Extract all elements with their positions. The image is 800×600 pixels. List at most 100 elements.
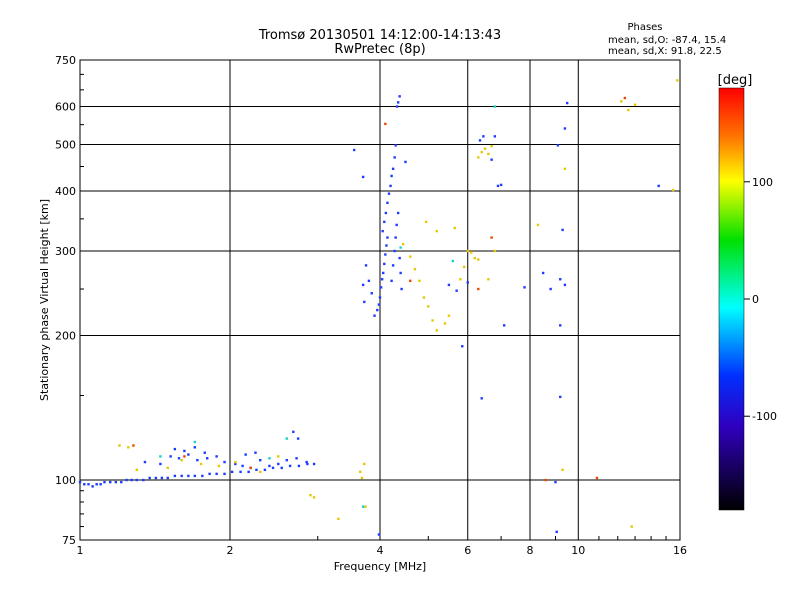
data-point — [254, 451, 257, 454]
data-point — [382, 271, 385, 275]
data-point — [215, 472, 218, 476]
data-point — [247, 470, 250, 474]
data-point — [160, 476, 164, 480]
data-point — [183, 449, 186, 453]
data-point — [561, 228, 564, 232]
data-point — [159, 462, 162, 466]
data-point — [208, 472, 211, 476]
data-point — [480, 397, 483, 400]
data-point — [549, 287, 552, 291]
data-points — [78, 79, 679, 536]
y-tick-label: 200 — [55, 330, 76, 343]
x-axis-ticks: 1 2 4 6 8 10 16 — [77, 536, 687, 557]
data-point — [305, 460, 308, 464]
data-point — [381, 229, 384, 233]
data-point — [99, 483, 102, 486]
data-point — [292, 430, 295, 434]
data-point — [296, 437, 300, 440]
data-point — [623, 96, 627, 100]
data-point — [249, 466, 252, 470]
data-point — [404, 160, 407, 164]
data-point — [364, 505, 367, 508]
data-point — [502, 324, 506, 327]
data-point — [490, 158, 493, 161]
colorbar-tick-label: 0 — [752, 293, 759, 306]
data-point — [461, 345, 464, 348]
data-point — [337, 517, 340, 521]
data-point — [496, 184, 500, 188]
data-point — [477, 156, 480, 159]
data-point — [487, 278, 490, 281]
x-tick-label: 6 — [464, 544, 471, 557]
data-point — [385, 244, 388, 247]
data-point — [166, 466, 169, 470]
data-point — [180, 458, 183, 462]
data-point — [241, 464, 244, 468]
data-point — [462, 265, 466, 269]
data-point — [435, 329, 438, 332]
data-point — [234, 462, 237, 466]
data-point — [130, 478, 133, 482]
data-point — [361, 505, 365, 508]
data-point — [244, 453, 247, 456]
data-point — [384, 122, 387, 126]
data-point — [399, 271, 402, 275]
data-point — [120, 480, 123, 484]
data-point — [559, 324, 562, 327]
y-tick-label: 100 — [55, 474, 76, 487]
data-point — [143, 460, 147, 464]
stats-x: mean, sd,X: 91.8, 22.5 — [608, 46, 722, 57]
chart-title: Tromsø 20130501 14:12:00-14:13:43 — [258, 28, 501, 43]
data-point — [633, 103, 637, 106]
data-point — [187, 453, 190, 456]
data-point — [493, 135, 497, 138]
data-point — [127, 446, 130, 449]
data-point — [363, 462, 366, 466]
data-point — [490, 144, 493, 148]
x-tick-label: 8 — [527, 544, 534, 557]
data-point — [435, 229, 438, 233]
data-point — [401, 242, 405, 246]
y-axis-ticks: 75 100 200 300 400 500 600 750 — [55, 54, 84, 547]
data-point — [455, 289, 458, 292]
data-point — [109, 480, 112, 484]
colorbar-tick-label: -100 — [752, 410, 777, 423]
y-tick-label: 750 — [55, 54, 76, 67]
data-point — [391, 264, 395, 267]
data-point — [259, 470, 262, 474]
data-point — [125, 478, 128, 482]
data-point — [466, 249, 469, 253]
data-point — [280, 466, 283, 470]
colorbar-tick-label: 100 — [752, 176, 773, 189]
data-point — [103, 480, 106, 484]
data-point — [364, 264, 368, 267]
data-point — [523, 286, 526, 289]
y-tick-label: 300 — [55, 245, 76, 258]
data-point — [217, 464, 221, 468]
data-point — [383, 220, 386, 224]
data-point — [377, 533, 381, 536]
data-point — [159, 455, 162, 458]
data-point — [620, 100, 623, 103]
y-tick-label: 400 — [55, 185, 76, 198]
colorbar — [718, 87, 745, 511]
data-point — [565, 101, 569, 105]
data-point — [630, 525, 633, 528]
x-tick-label: 1 — [77, 544, 84, 557]
data-point — [422, 296, 426, 299]
data-point — [487, 152, 490, 156]
data-point — [563, 283, 567, 287]
data-point — [360, 476, 364, 480]
data-point — [556, 144, 560, 147]
data-point — [132, 444, 135, 447]
data-point — [367, 279, 371, 283]
data-point — [166, 476, 169, 480]
data-point — [142, 478, 145, 482]
data-point — [239, 470, 242, 474]
data-point — [473, 256, 477, 260]
data-point — [193, 474, 197, 478]
data-point — [559, 395, 562, 399]
data-point — [536, 223, 540, 227]
data-point — [493, 105, 497, 108]
data-point — [427, 305, 430, 308]
